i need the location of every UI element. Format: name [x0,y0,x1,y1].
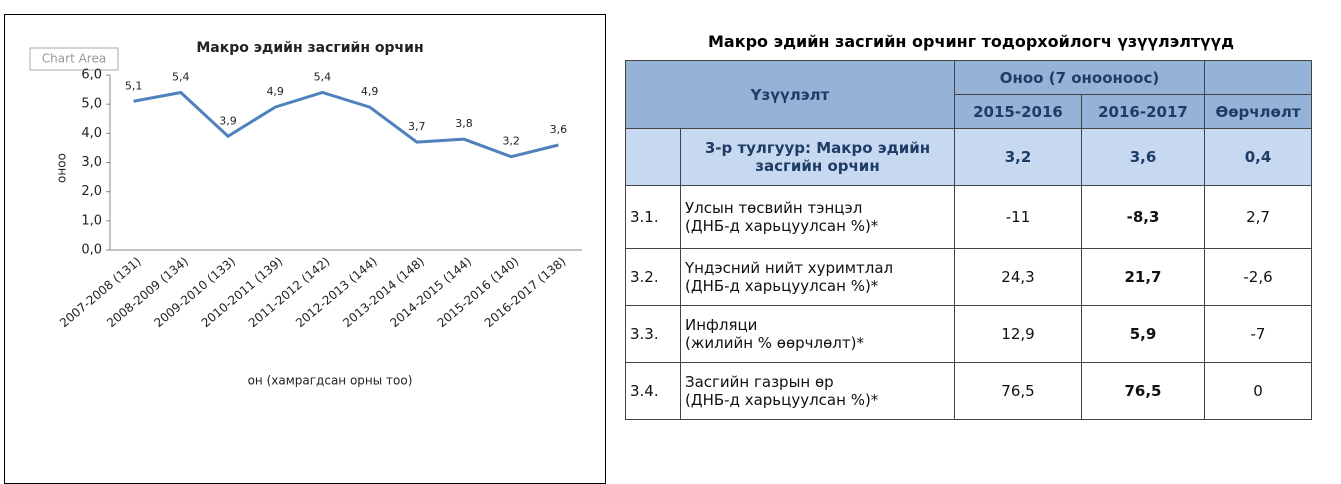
cell-text: 3-р тулгуур: Макро эдийн [704,139,931,157]
cell-text: (жилийн % өөрчлөлт)* [685,334,864,352]
cell-text: Улсын төсвийн тэнцэл [685,199,863,217]
x-tick-label: 2009-2010 (133) [151,254,238,330]
value-label: 4,9 [361,85,379,98]
cell-text: Үндэсний нийт хуримтлал [685,259,894,277]
table-cell: 3-р тулгуур: Макро эдийн засгийн орчин [680,128,955,186]
y-axis-label: оноо [55,153,69,183]
x-tick-label: 2008-2009 (134) [104,254,191,330]
value-label: 5,4 [172,71,190,84]
table-cell: -8,3 [1081,185,1205,249]
table-row: 3.4. Засгийн газрын өр (ДНБ-д харьцуулсан … [625,362,1312,420]
chart: Chart Area Макро эдийн засгийн орчин он … [29,40,582,388]
cell-text: (ДНБ-д харьцуулсан %)* [685,217,879,235]
table-cell: Инфляци (жилийн % өөрчлөлт)* [680,305,955,363]
value-label: 5,4 [314,71,332,84]
table-row: 3.1. Улсын төсвийн тэнцэл (ДНБ-д харьцуулс… [625,185,1312,249]
x-tick-label: 2012-2013 (144) [293,254,380,330]
cell-text: Засгийн газрын өр [685,373,834,391]
table-title: Макро эдийн засгийн орчинг тодорхойлогч … [708,32,1234,51]
table-cell: 2,7 [1204,185,1312,249]
x-axis-label: он (хамрагдсан орны тоо) [248,374,413,388]
value-label: 3,8 [455,117,473,130]
table-cell: Засгийн газрын өр (ДНБ-д харьцуулсан %)* [680,362,955,420]
value-label: 4,9 [266,85,284,98]
table-cell: Үндэсний нийт хуримтлал (ДНБ-д харьцуулса… [680,248,955,306]
y-tick-label: 4,0 [81,126,102,141]
table-cell: 0,4 [1204,128,1312,186]
y-tick-label: 1,0 [81,213,102,228]
cell-text: засгийн орчин [755,157,880,175]
chart-area-tooltip [29,47,119,71]
value-label: 3,2 [502,135,520,148]
table-cell: 0 [1204,362,1312,420]
x-tick-label: 2010-2011 (139) [199,254,286,330]
table-cell: 5,9 [1081,305,1205,363]
x-tick-label: 2015-2016 (140) [435,254,522,330]
table-cell: -11 [954,185,1082,249]
table-cell: Улсын төсвийн тэнцэл (ДНБ-д харьцуулсан %… [680,185,955,249]
table-row: 3.3. Инфляци (жилийн % өөрчлөлт)* 12,9 5,9 -7 [625,305,1312,363]
table-row: 3-р тулгуур: Макро эдийн засгийн орчин 3,2… [625,128,1312,186]
table-cell: -7 [1204,305,1312,363]
cell-text: (ДНБ-д харьцуулсан %)* [685,391,879,409]
data-line [133,90,559,159]
x-tick-label: 2016-2017 (138) [482,254,569,330]
table-cell: 21,7 [1081,248,1205,306]
table-cell: Оноо (7 онооноос) [954,60,1205,95]
table-cell: 12,9 [954,305,1082,363]
table-cell: 3,2 [954,128,1082,186]
table-cell: 3.3. [625,305,681,363]
table-row: Үзүүлэлт Оноо (7 онооноос) [625,60,1312,129]
chart-area-label: Chart Area [42,52,106,66]
y-tick-label: 2,0 [81,184,102,199]
x-tick-label: 2007-2008 (131) [57,254,144,330]
value-label: 3,6 [550,123,568,136]
cell-text: (ДНБ-д харьцуулсан %)* [685,277,879,295]
page: Chart Area Макро эдийн засгийн орчин он … [4,14,1312,484]
table-row: 2015-2016 2016-2017 Өөрчлөлт [626,94,1312,129]
cell-text: Инфляци [685,316,758,334]
x-tick-label: 2013-2014 (148) [340,254,427,330]
table-cell: 3,6 [1081,128,1205,186]
table-cell: 76,5 [1081,362,1205,420]
table-cell: Өөрчлөлт [1204,94,1312,129]
y-tick-label: 3,0 [81,155,102,170]
x-tick-label: 2014-2015 (144) [387,254,474,330]
table-cell: 3.4. [625,362,681,420]
chart-title: Макро эдийн засгийн орчин [196,40,423,56]
table-cell: Үзүүлэлт [625,60,955,129]
x-tick-label: 2011-2012 (142) [246,254,333,330]
table-cell [1204,60,1312,95]
value-label: 3,9 [219,114,237,127]
table-cell [625,128,681,186]
table-cell: 76,5 [954,362,1082,420]
y-tick-label: 0,0 [81,243,102,258]
table-row: 3.2. Үндэсний нийт хуримтлал (ДНБ-д харьцу… [625,248,1312,306]
table-cell: 2015-2016 [954,94,1082,129]
table-cell: -2,6 [1204,248,1312,306]
table-cell: 3.2. [625,248,681,306]
table-cell: 3.1. [625,185,681,249]
value-label: 5,1 [125,79,143,92]
y-tick-label: 5,0 [81,97,102,112]
y-tick-label: 6,0 [81,68,102,83]
value-label: 3,7 [408,120,426,133]
indicator-table: Үзүүлэлт Оноо (7 онооноос) 2015-2016 2016-2… [625,60,1312,420]
table-cell: 2016-2017 [1081,94,1205,129]
table-cell: 24,3 [954,248,1082,306]
